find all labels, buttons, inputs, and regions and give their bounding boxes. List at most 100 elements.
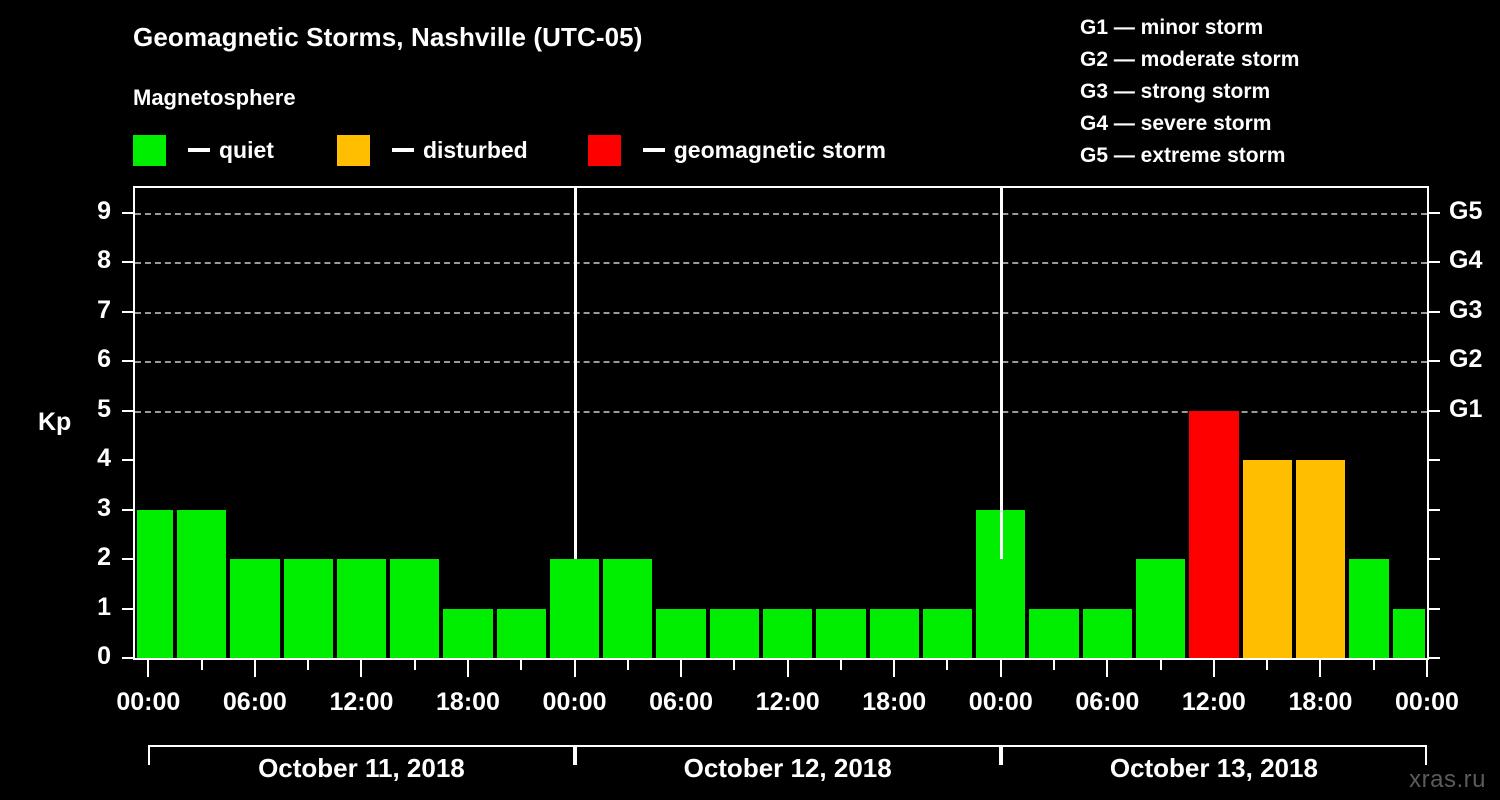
y-axis-title: Kp bbox=[38, 408, 72, 436]
g-scale-line-g1: G1 — minor storm bbox=[1080, 16, 1264, 39]
x-tick-major bbox=[999, 660, 1002, 677]
x-tick-minor bbox=[520, 660, 523, 670]
y-tick-left bbox=[122, 558, 133, 561]
bar bbox=[443, 608, 493, 658]
bar bbox=[496, 608, 546, 658]
g-axis-label-g3: G3 bbox=[1449, 295, 1483, 324]
legend-dash-icon bbox=[391, 148, 414, 152]
x-tick-minor bbox=[626, 660, 629, 670]
x-tick-minor bbox=[1053, 660, 1056, 670]
y-tick-right bbox=[1429, 360, 1440, 363]
bar bbox=[1242, 460, 1292, 658]
bar bbox=[603, 559, 653, 658]
y-tick-left bbox=[122, 459, 133, 462]
x-axis-label: 12:00 bbox=[1181, 688, 1246, 716]
y-tick-left bbox=[122, 211, 133, 214]
bar bbox=[709, 608, 759, 658]
gridline-kp-7 bbox=[135, 311, 1427, 314]
x-tick-minor bbox=[1159, 660, 1162, 670]
g-scale-line-g2: G2 — moderate storm bbox=[1080, 48, 1300, 71]
bar bbox=[1029, 608, 1079, 658]
y-tick-right bbox=[1429, 657, 1440, 659]
plot-inner bbox=[135, 188, 1427, 658]
y-tick-right bbox=[1429, 261, 1440, 264]
y-axis-label-0: 0 bbox=[97, 642, 111, 670]
y-tick-left bbox=[122, 657, 133, 659]
y-axis-label-4: 4 bbox=[97, 444, 111, 473]
legend-dash-icon bbox=[642, 148, 665, 152]
legend-item-quiet: quiet bbox=[133, 134, 274, 166]
legend-item-disturbed: disturbed bbox=[336, 134, 528, 166]
gridline-kp-9 bbox=[135, 212, 1427, 215]
bar bbox=[549, 559, 600, 658]
g-scale-line-g5: G5 — extreme storm bbox=[1080, 144, 1286, 167]
x-axis-label: 18:00 bbox=[1288, 688, 1353, 716]
x-tick-major bbox=[253, 660, 256, 677]
y-tick-right bbox=[1429, 459, 1440, 462]
x-tick-minor bbox=[413, 660, 416, 670]
y-tick-left bbox=[122, 360, 133, 363]
bar bbox=[283, 559, 333, 658]
x-axis-label: 18:00 bbox=[436, 688, 500, 716]
legend-label: disturbed bbox=[422, 136, 528, 163]
date-label: October 12, 2018 bbox=[683, 753, 892, 783]
bar bbox=[1295, 460, 1346, 658]
bar bbox=[390, 559, 440, 658]
date-bracket bbox=[574, 745, 1001, 765]
y-tick-right bbox=[1429, 607, 1440, 610]
legend-dash-icon bbox=[188, 148, 210, 152]
bar bbox=[869, 608, 919, 658]
chart-subtitle: Magnetosphere bbox=[133, 85, 296, 110]
x-tick-major bbox=[466, 660, 469, 677]
x-axis-label: 06:00 bbox=[222, 688, 287, 716]
y-axis-label-7: 7 bbox=[97, 295, 111, 324]
x-tick-major bbox=[893, 660, 896, 677]
date-label: October 13, 2018 bbox=[1109, 753, 1318, 783]
x-axis-label: 06:00 bbox=[649, 688, 714, 716]
bar bbox=[656, 608, 706, 658]
orange-square-icon bbox=[336, 134, 370, 166]
x-tick-minor bbox=[200, 660, 203, 670]
bar bbox=[1189, 410, 1239, 658]
x-axis-label: 18:00 bbox=[862, 688, 927, 716]
y-tick-left bbox=[122, 310, 133, 313]
g-axis-label-g5: G5 bbox=[1449, 196, 1483, 225]
x-axis-label: 12:00 bbox=[755, 688, 820, 716]
g-axis-label-g4: G4 bbox=[1449, 246, 1483, 275]
x-tick-major bbox=[1212, 660, 1215, 677]
y-axis-label-1: 1 bbox=[97, 592, 111, 621]
y-axis-label-5: 5 bbox=[97, 394, 111, 423]
bar bbox=[816, 608, 866, 658]
gridline-kp-8 bbox=[135, 262, 1427, 265]
y-tick-left bbox=[122, 508, 133, 511]
x-tick-minor bbox=[1372, 660, 1375, 670]
y-axis-label-9: 9 bbox=[97, 196, 111, 225]
y-tick-left bbox=[122, 607, 133, 610]
g-axis-label-g1: G1 bbox=[1449, 394, 1483, 423]
legend-label: quiet bbox=[219, 136, 274, 163]
bar bbox=[1082, 608, 1132, 658]
x-tick-major bbox=[573, 660, 576, 677]
y-tick-right bbox=[1429, 310, 1440, 313]
bar bbox=[1393, 608, 1425, 658]
date-bracket bbox=[1000, 745, 1427, 765]
date-bracket bbox=[148, 745, 575, 765]
y-axis-label-6: 6 bbox=[97, 345, 111, 374]
y-axis-label-8: 8 bbox=[97, 246, 111, 275]
legend-item-geomagnetic-storm: geomagnetic storm bbox=[587, 134, 886, 166]
watermark: xras.ru bbox=[1409, 766, 1486, 793]
g-scale-legend: G1 — minor storm G2 — moderate storm G3 — … bbox=[1062, 12, 1482, 172]
g-scale-line-g3: G3 — strong storm bbox=[1080, 80, 1271, 103]
g-scale-line-g4: G4 — severe storm bbox=[1080, 112, 1272, 135]
y-tick-right bbox=[1429, 558, 1440, 561]
gridline-kp-5 bbox=[135, 410, 1427, 413]
green-square-icon bbox=[133, 134, 166, 166]
y-tick-left bbox=[122, 409, 133, 412]
x-tick-minor bbox=[733, 660, 736, 670]
bar bbox=[336, 559, 387, 658]
bar bbox=[137, 509, 173, 658]
plot-area bbox=[133, 186, 1429, 660]
y-tick-right bbox=[1429, 508, 1440, 511]
color-legend: quiet disturbed geomagnetic storm bbox=[133, 134, 886, 166]
g-axis-label-g2: G2 bbox=[1449, 345, 1483, 374]
